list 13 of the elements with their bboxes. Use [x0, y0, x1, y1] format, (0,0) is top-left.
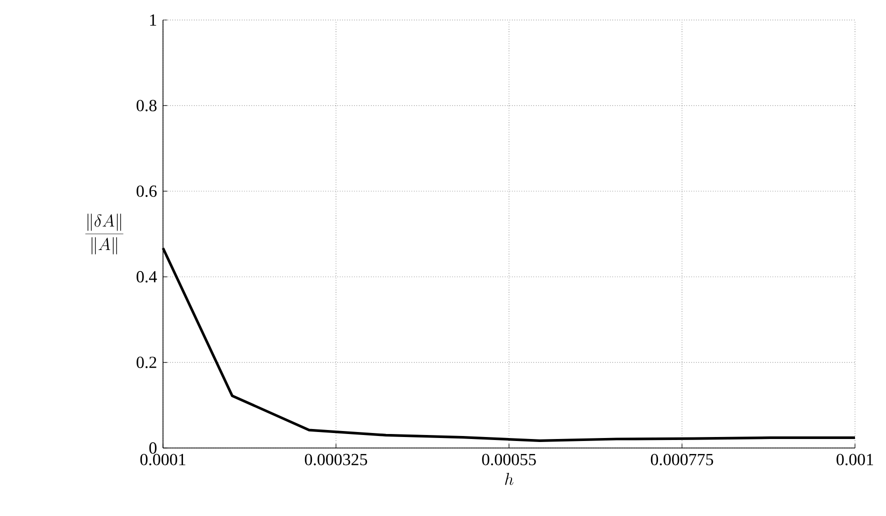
y-tick-label: 0.4 [136, 271, 157, 283]
y-tick-label: 0.8 [136, 100, 157, 112]
x-tick-label: 0.0001 [140, 454, 186, 466]
y-tick-label: 0 [149, 442, 157, 454]
x-tick-label: 0.000325 [304, 454, 368, 466]
y-axis-title: $\frac{\|\delta A\|}{\|A\|}$ [85, 214, 124, 254]
y-tick-label: 0.6 [136, 185, 157, 197]
x-tick-label: 0.000775 [650, 454, 714, 466]
y-tick-label: 0.2 [136, 356, 156, 368]
x-axis-title: $h$ [505, 472, 514, 485]
x-tick-label: 0.001 [836, 454, 874, 466]
y-tick-label: 1 [150, 14, 156, 26]
x-tick-label: 0.00055 [482, 454, 536, 466]
